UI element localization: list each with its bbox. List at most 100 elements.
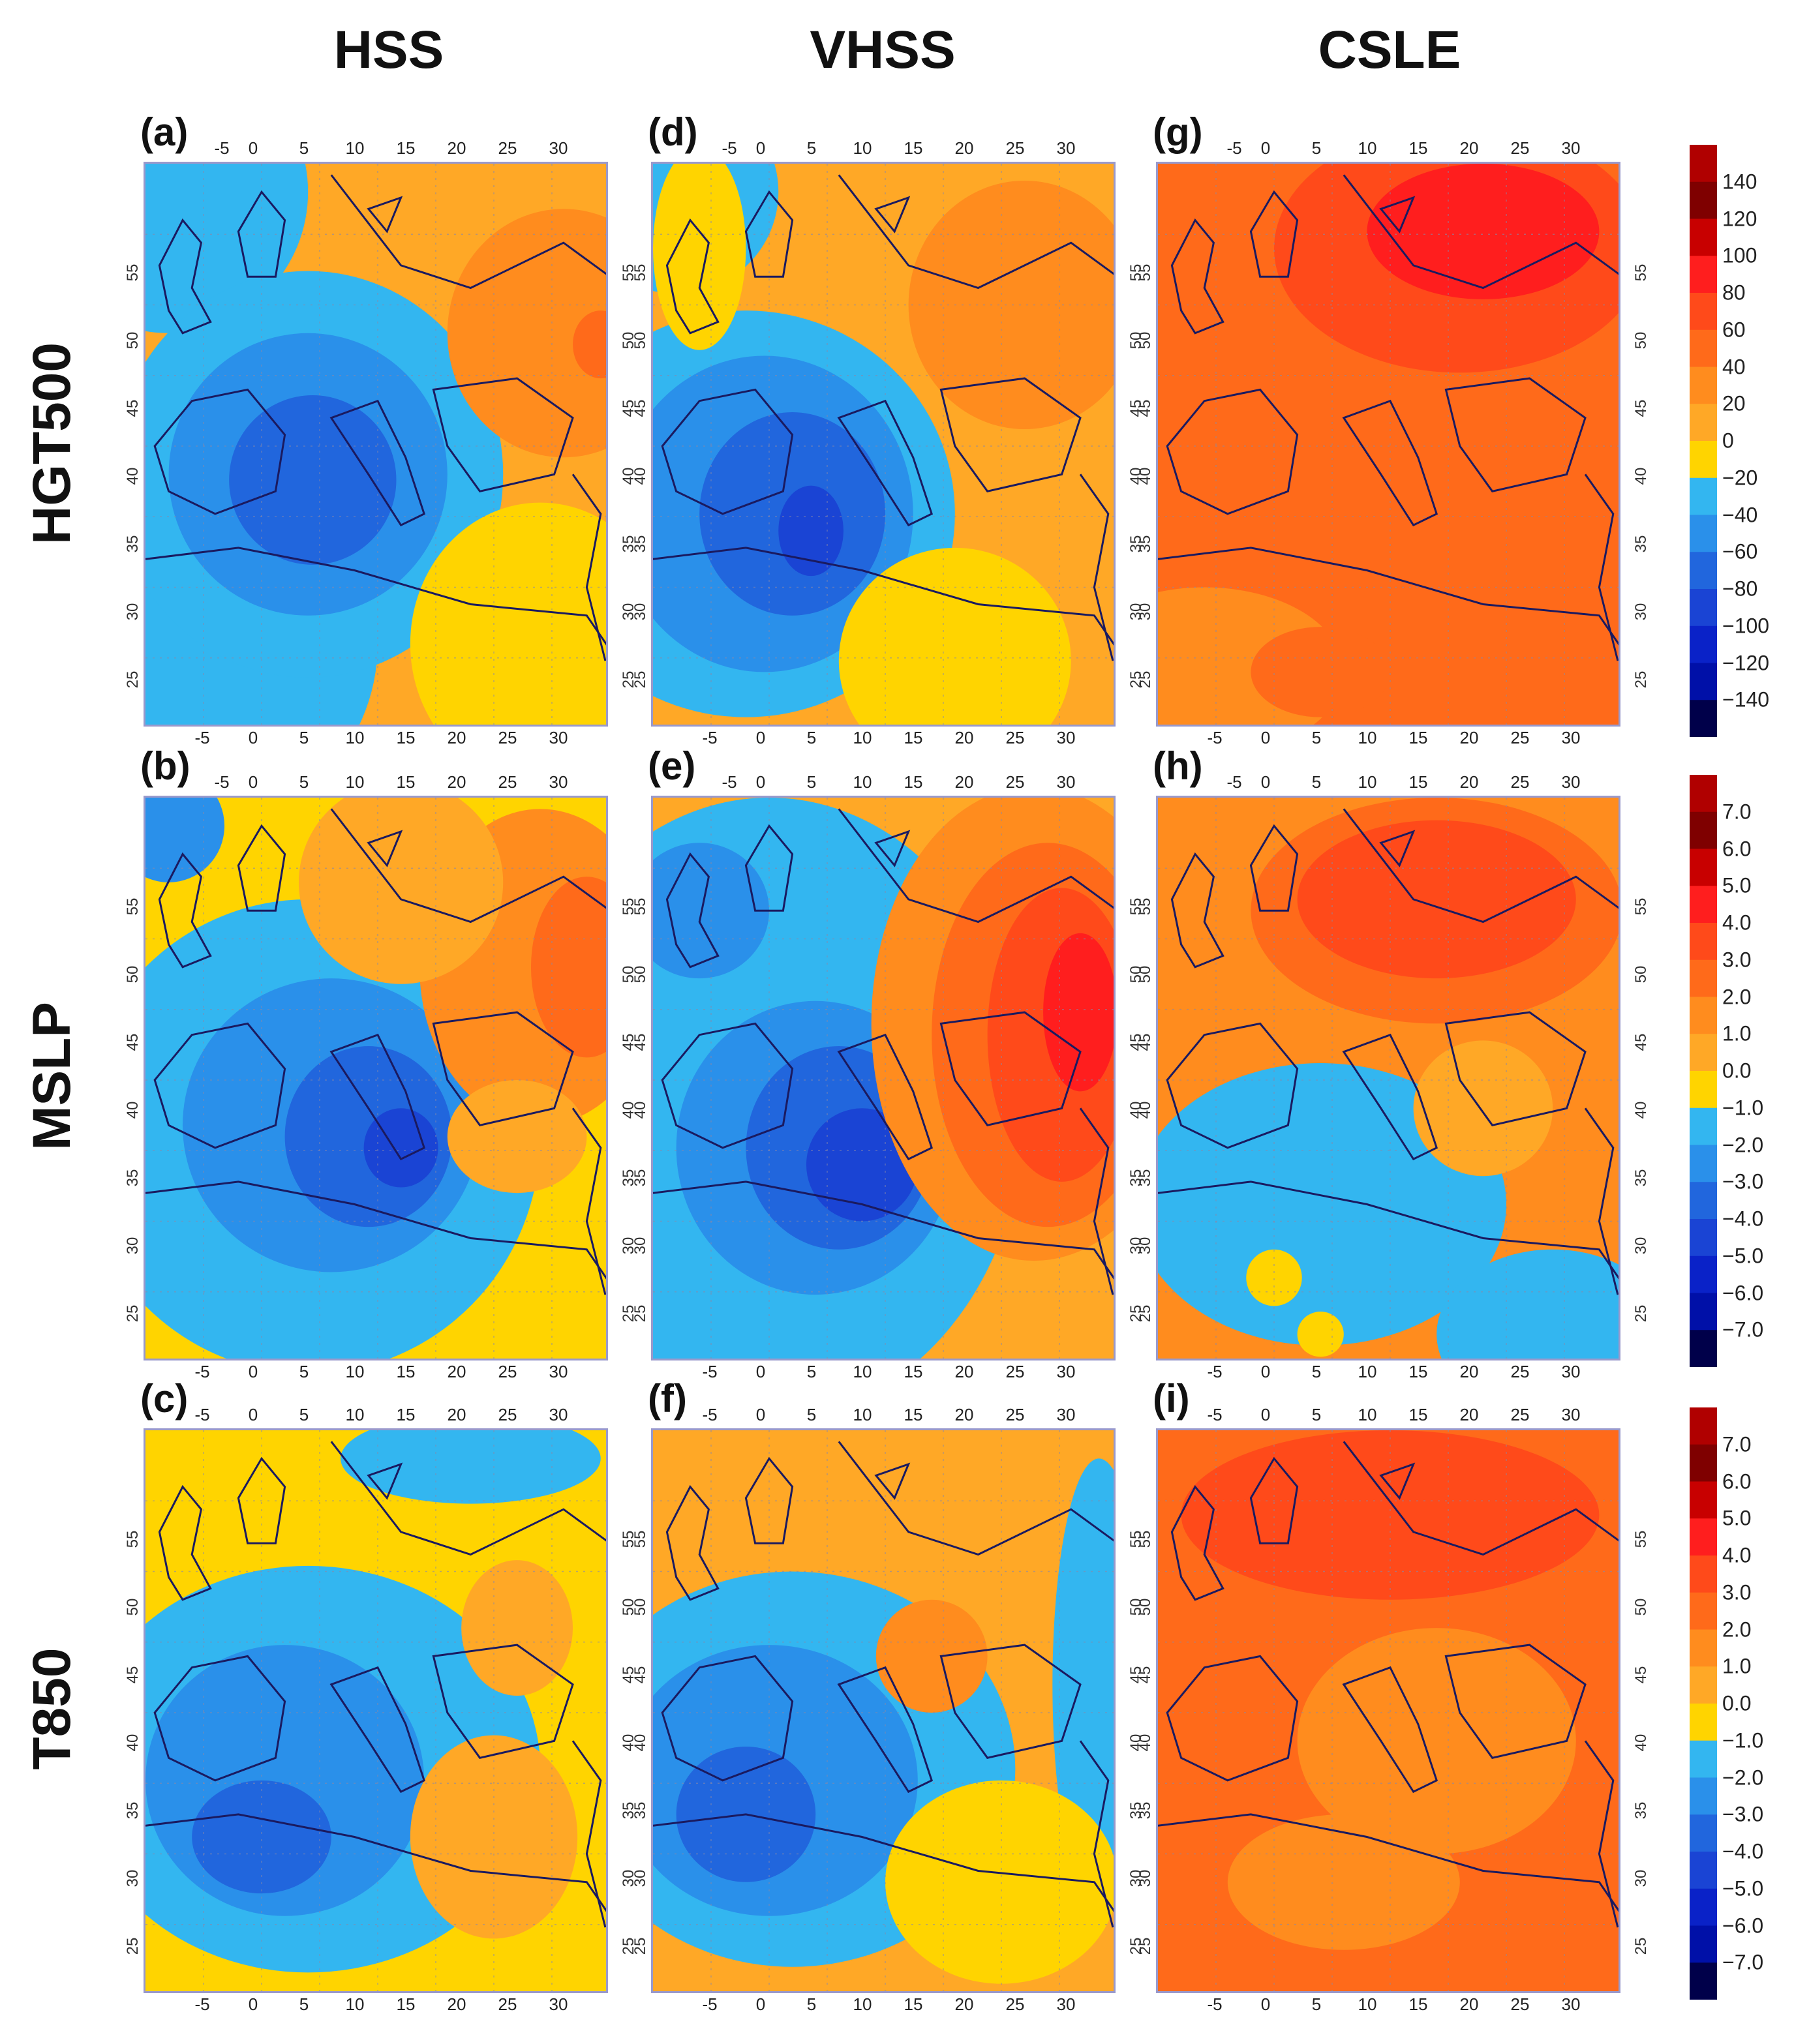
lon-tick-label: 0 [248, 1994, 258, 2014]
lat-tick-label: 35 [1136, 1169, 1154, 1187]
map-field [145, 798, 606, 1359]
lon-tick-label: 20 [447, 138, 466, 158]
lat-tick-label: 30 [1136, 1237, 1154, 1255]
lon-tick-label: 25 [1005, 772, 1025, 792]
lat-tick-label: 30 [1632, 1869, 1650, 1887]
lon-tick-label: 10 [1358, 1994, 1377, 2014]
map-panel [1156, 162, 1620, 727]
coastline [838, 1441, 1114, 1556]
coastline [145, 547, 606, 646]
colorbar-segment [1690, 441, 1717, 479]
lon-ticks-bottom: -5 0 5 10 15 20 25 30 [1156, 1994, 1620, 2021]
field-contour [447, 1080, 587, 1194]
lon-tick-label: 30 [1056, 1362, 1076, 1381]
field-contour [410, 1735, 578, 1939]
lat-tick-label: 40 [124, 1734, 142, 1752]
coastline [330, 174, 606, 290]
lon-tick-label: 0 [755, 1405, 766, 1424]
lon-tick-label: 25 [1005, 1994, 1025, 2014]
lon-tick-label: 10 [345, 772, 365, 792]
lat-tick-label: 40 [631, 467, 649, 485]
lat-tick-label: 55 [631, 1530, 649, 1548]
lon-tick-label: 15 [1408, 138, 1428, 158]
lon-tick-label: 0 [248, 1405, 258, 1424]
coastline [1158, 1180, 1619, 1280]
lon-tick-label: 25 [498, 138, 517, 158]
lat-tick-label: 50 [631, 331, 649, 350]
lat-ticks-left: 55 50 45 40 35 30 25 [1136, 162, 1163, 727]
colorbar-segment [1690, 1740, 1717, 1778]
coastline [1079, 1740, 1114, 1928]
lat-ticks-left: 55 50 45 40 35 30 25 [631, 796, 658, 1360]
lat-tick-label: 55 [124, 1530, 142, 1548]
lon-tick-label: 15 [904, 728, 923, 747]
colorbar-segment [1690, 1255, 1717, 1293]
map-panel [144, 1428, 608, 1993]
lon-ticks-top: -5 0 5 10 15 20 25 30 [1156, 1405, 1620, 1431]
lat-tick-label: 25 [124, 1937, 142, 1955]
colorbar-segment [1690, 811, 1717, 849]
coastline [1342, 399, 1438, 527]
lon-tick-label: 30 [549, 1362, 568, 1381]
lon-ticks-top: -5 0 5 10 15 20 25 30 [144, 138, 608, 164]
lat-tick-label: 25 [1136, 670, 1154, 689]
lon-tick-label: 5 [1311, 1994, 1322, 2014]
coastline [1079, 1107, 1114, 1295]
colorbar-tick-label: 4.0 [1722, 1543, 1752, 1567]
lat-tick-label: 25 [1632, 1937, 1650, 1955]
coastline [874, 1462, 911, 1500]
coastline [661, 1022, 794, 1149]
map-panel [1156, 1428, 1620, 1993]
coastline [665, 218, 720, 335]
coastline [1444, 1644, 1587, 1759]
lat-tick-label: 25 [631, 670, 649, 689]
colorbar-segment [1690, 218, 1717, 256]
lat-tick-label: 50 [631, 1598, 649, 1616]
lat-tick-label: 25 [1632, 1304, 1650, 1323]
field-contour [1437, 1249, 1619, 1359]
colorbar-tick-label: 3.0 [1722, 1580, 1752, 1604]
lat-tick-label: 30 [1632, 1237, 1650, 1255]
colorbar-segment [1690, 1925, 1717, 1963]
lon-tick-label: 30 [1561, 1362, 1581, 1381]
lon-tick-label: 15 [396, 1362, 416, 1381]
lon-tick-label: 5 [806, 772, 817, 792]
lat-tick-label: 55 [1632, 263, 1650, 282]
coastline [153, 1022, 286, 1149]
lat-tick-label: 30 [124, 1237, 142, 1255]
lat-tick-label: 35 [1632, 1169, 1650, 1187]
lat-ticks-left: 55 50 45 40 35 30 25 [124, 1428, 150, 1993]
lon-tick-label: 5 [299, 1362, 309, 1381]
lat-tick-label: 35 [124, 1801, 142, 1820]
lon-tick-label: -5 [1207, 1405, 1223, 1424]
coastline [1158, 1813, 1619, 1912]
lon-ticks-bottom: -5 0 5 10 15 20 25 30 [651, 728, 1116, 754]
lat-tick-label: 30 [1136, 603, 1154, 621]
lat-ticks-left: 55 50 45 40 35 30 25 [124, 796, 150, 1360]
colorbar-segment [1690, 849, 1717, 886]
colorbar-tick-label: 2.0 [1722, 1617, 1752, 1641]
coastline [237, 1456, 286, 1544]
map-field [145, 1430, 606, 1991]
lon-tick-label: 15 [1408, 728, 1428, 747]
lat-tick-label: 55 [631, 897, 649, 916]
panel-label-b: (b) [140, 744, 190, 788]
colorbar-segment [1690, 1219, 1717, 1257]
lon-tick-label: 20 [954, 138, 974, 158]
coastline [1166, 1655, 1299, 1782]
map-field [1158, 1430, 1619, 1991]
field-contour [363, 1108, 438, 1188]
lon-tick-label: 10 [1358, 1405, 1377, 1424]
lon-tick-label: 20 [447, 1362, 466, 1381]
lon-tick-label: 30 [1561, 1994, 1581, 2014]
coastline [432, 377, 574, 492]
colorbar-tick-label: −7.0 [1722, 1950, 1764, 1974]
lon-ticks-bottom: -5 0 5 10 15 20 25 30 [651, 1362, 1116, 1388]
coastline [653, 1180, 1114, 1280]
lon-tick-label: 10 [853, 772, 872, 792]
map-field [653, 798, 1114, 1359]
lat-tick-label: 40 [1136, 1101, 1154, 1119]
field-contour [778, 485, 844, 577]
colorbar-segment [1690, 367, 1717, 404]
lat-tick-label: 45 [631, 1033, 649, 1051]
